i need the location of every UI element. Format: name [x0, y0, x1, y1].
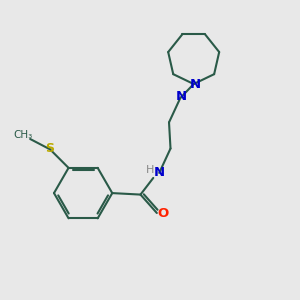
Text: N: N [189, 77, 200, 91]
Text: CH₃: CH₃ [14, 130, 33, 140]
Text: N: N [154, 167, 165, 179]
Text: N: N [176, 90, 187, 103]
Text: H: H [146, 165, 154, 175]
Text: O: O [158, 207, 169, 220]
Text: S: S [45, 142, 54, 155]
